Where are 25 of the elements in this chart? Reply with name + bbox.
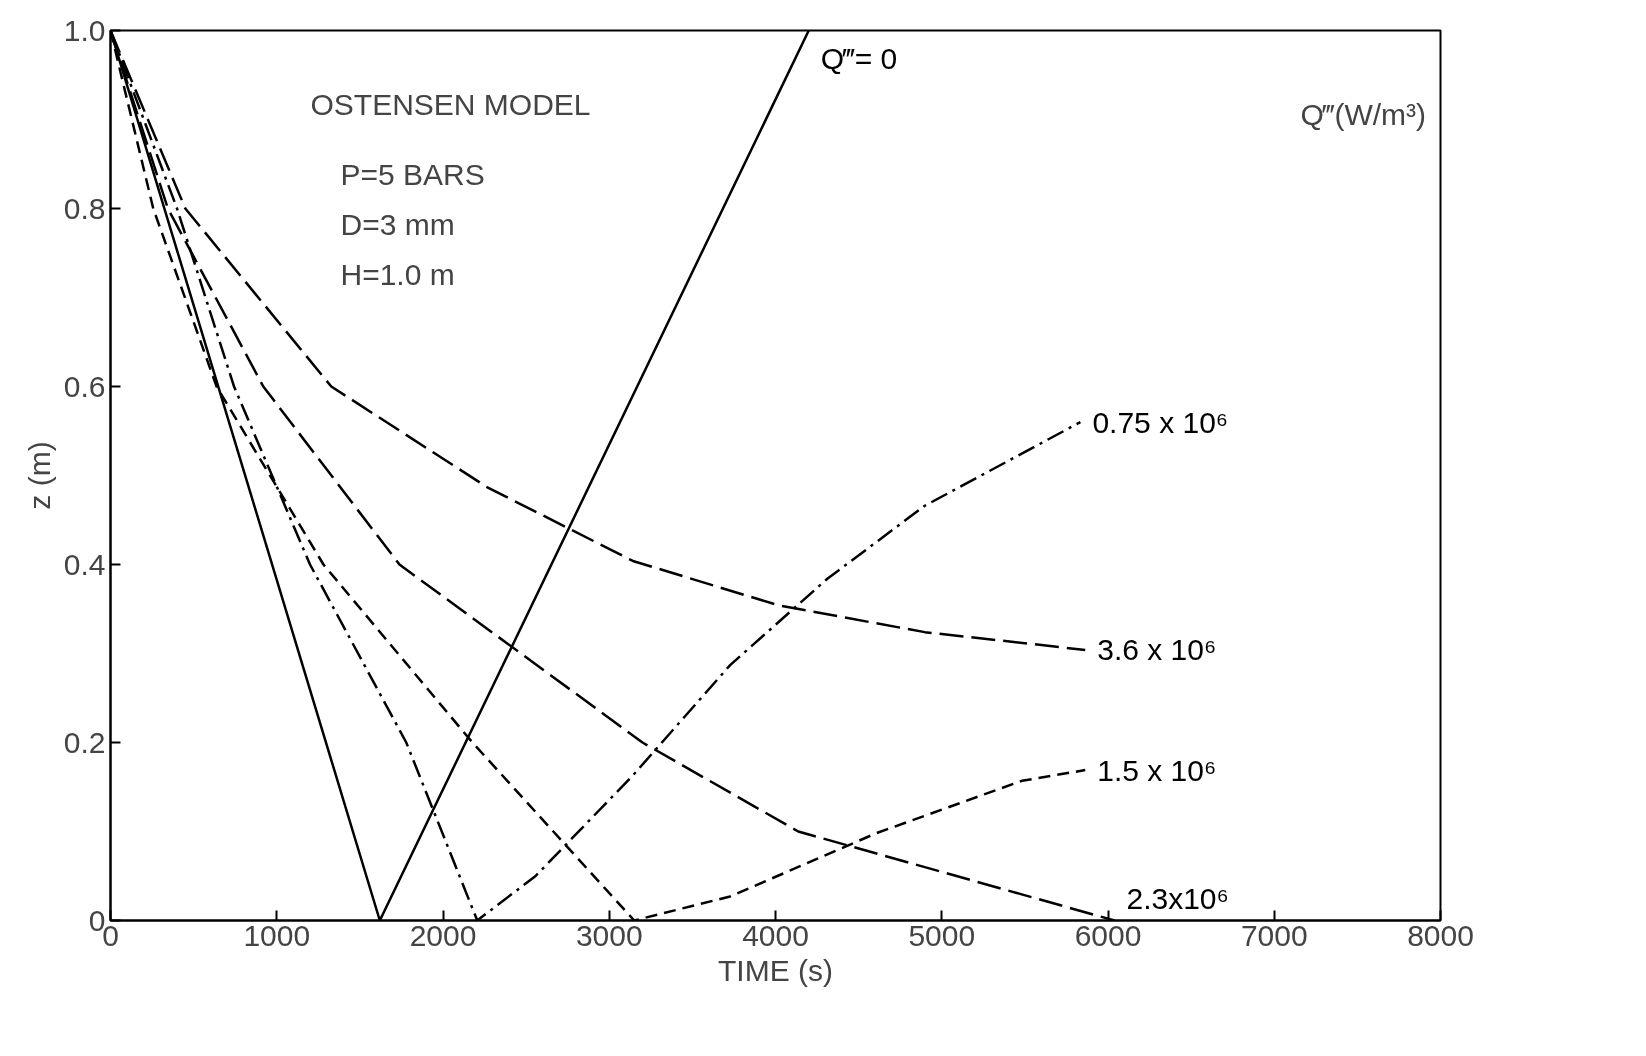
y-tick-label: 0.8: [63, 191, 106, 225]
series-label: 2.3x10⁶: [1126, 882, 1229, 915]
annotation: H=1.0 m: [340, 257, 455, 291]
y-tick-label: 1.0: [63, 13, 106, 47]
annotation: D=3 mm: [340, 207, 455, 241]
series-label: 0.75 x 10⁶: [1092, 405, 1229, 439]
annotation: P=5 BARS: [340, 157, 485, 191]
annotation: OSTENSEN MODEL: [310, 87, 591, 121]
x-tick-label: 4000: [742, 918, 809, 952]
x-tick-label: 3000: [575, 918, 643, 952]
y-axis-title: z (m): [22, 441, 56, 510]
series-label: Q‴= 0: [820, 42, 898, 75]
y-tick-label: 0.6: [63, 369, 106, 403]
y-tick-label: 0.2: [63, 725, 106, 759]
series-label: 3.6 x 10⁶: [1097, 633, 1217, 667]
x-tick-label: 7000: [1240, 918, 1308, 952]
x-tick-label: 5000: [908, 918, 976, 952]
x-tick-label: 8000: [1407, 918, 1474, 952]
series-label: 1.5 x 10⁶: [1097, 753, 1217, 787]
x-tick-label: 6000: [1074, 918, 1142, 952]
legend-title: Q‴(W/m³): [1300, 97, 1427, 131]
y-tick-label: 0.4: [63, 547, 106, 581]
x-tick-label: 1000: [243, 918, 311, 952]
x-axis-title: TIME (s): [718, 953, 833, 987]
x-tick-label: 2000: [409, 918, 477, 952]
